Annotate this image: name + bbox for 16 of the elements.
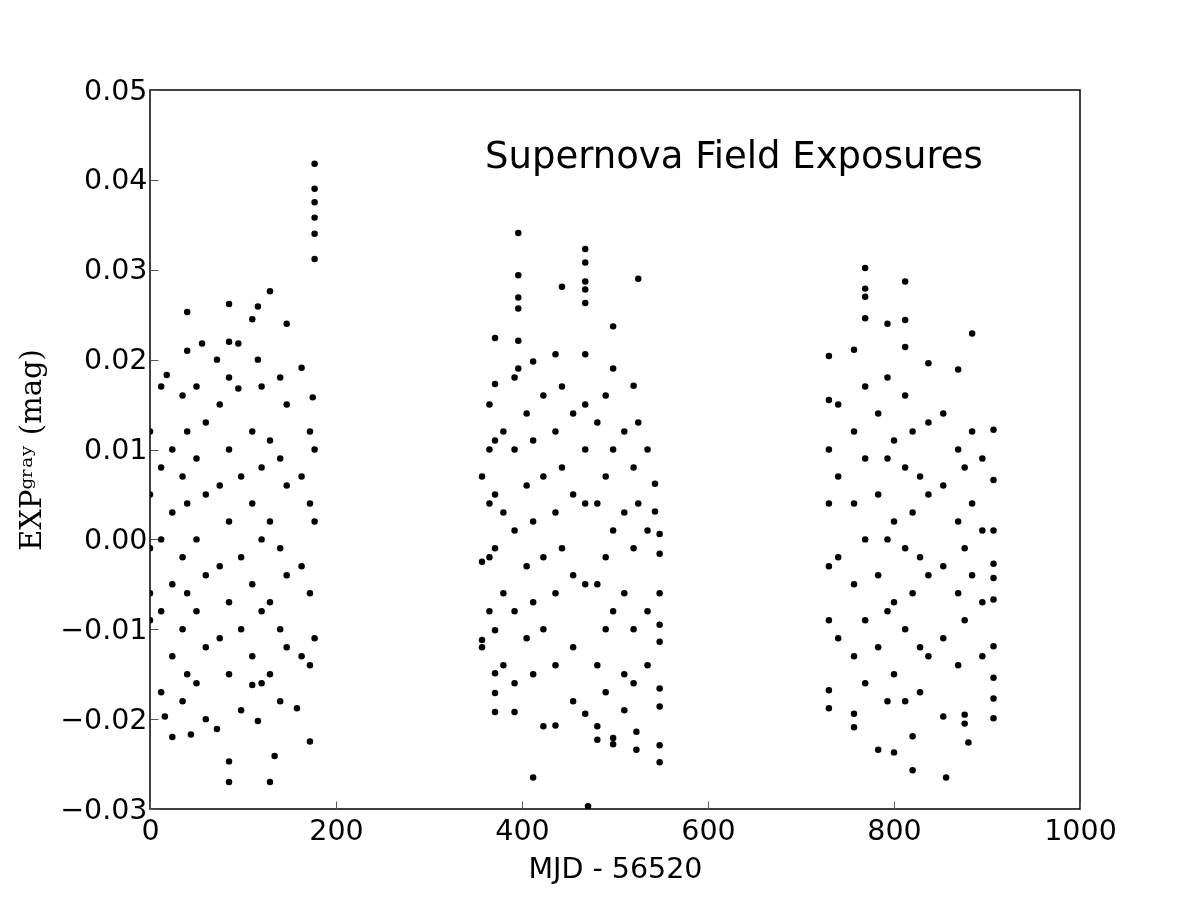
y-tick-label: 0.04 <box>84 163 148 197</box>
x-tick-label: 400 <box>495 813 550 847</box>
text: Supernova Field Exposures <box>485 134 983 177</box>
y-tick-label: 0.01 <box>84 433 148 466</box>
y-tick-label: −0.01 <box>60 612 148 646</box>
x-tick-label: 600 <box>681 813 736 847</box>
y-tick-label: 0.00 <box>84 522 148 556</box>
x-tick-label: 200 <box>309 813 364 847</box>
y-tick-label: 0.02 <box>84 343 148 377</box>
x-tick-label: 1000 <box>1044 813 1117 847</box>
y-axis-title: EXPᵍʳᵃʸ (mag) <box>14 349 49 551</box>
y-tick-label: 0.05 <box>84 73 148 107</box>
x-axis-title: MJD - 56520 <box>528 852 703 885</box>
y-tick-label: −0.02 <box>60 702 148 736</box>
x-tick-label: 800 <box>867 813 922 847</box>
y-tick-label: 0.03 <box>84 253 148 287</box>
